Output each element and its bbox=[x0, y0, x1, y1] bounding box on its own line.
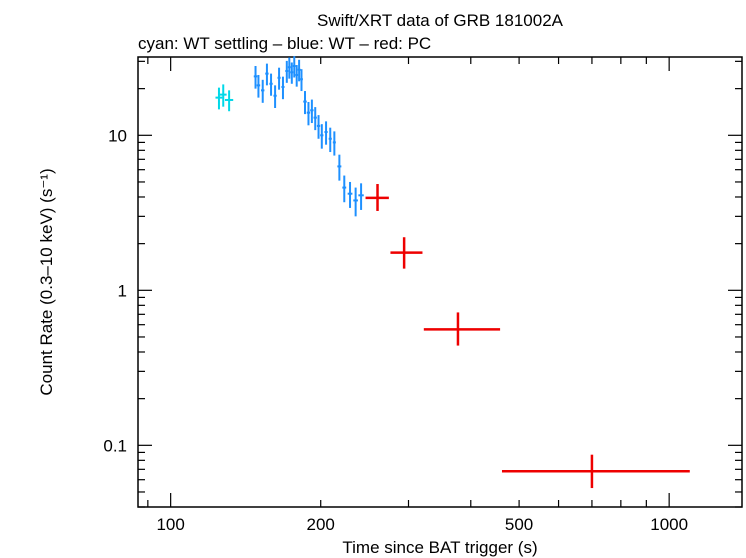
data-points bbox=[215, 56, 690, 489]
data-point bbox=[219, 84, 227, 107]
data-point bbox=[269, 73, 273, 96]
x-tick-label: 500 bbox=[505, 515, 533, 534]
x-tick-labels: 100 200 500 1000 bbox=[156, 515, 688, 534]
data-point bbox=[253, 65, 258, 89]
data-point bbox=[423, 312, 501, 346]
axis-ticks bbox=[138, 57, 742, 508]
data-point bbox=[273, 85, 277, 109]
data-point bbox=[277, 67, 281, 90]
data-point bbox=[353, 187, 358, 217]
plot-frame bbox=[137, 56, 743, 508]
y-axis-label: Count Rate (0.3–10 keV) (s⁻¹) bbox=[37, 168, 56, 395]
chart-subtitle: cyan: WT settling – blue: WT – red: PC bbox=[138, 34, 431, 53]
data-point bbox=[297, 59, 301, 82]
chart-title: Swift/XRT data of GRB 181002A bbox=[317, 11, 564, 30]
data-point bbox=[310, 99, 314, 124]
data-point bbox=[316, 115, 321, 139]
data-point bbox=[501, 454, 690, 489]
data-point bbox=[303, 91, 307, 115]
series-wt-settling bbox=[215, 84, 234, 112]
data-point bbox=[358, 183, 364, 210]
data-point bbox=[306, 101, 311, 126]
series-pc bbox=[365, 184, 690, 489]
data-point bbox=[332, 131, 336, 156]
data-point bbox=[265, 63, 269, 86]
data-point bbox=[337, 154, 342, 181]
x-tick-label: 200 bbox=[307, 515, 335, 534]
y-tick-label: 1 bbox=[118, 281, 127, 300]
data-point bbox=[290, 62, 294, 84]
data-point bbox=[328, 127, 332, 153]
data-point bbox=[390, 237, 423, 269]
data-point bbox=[320, 124, 324, 149]
data-point bbox=[215, 87, 223, 110]
data-point bbox=[261, 79, 265, 103]
data-point bbox=[285, 60, 289, 83]
data-point bbox=[256, 74, 261, 98]
x-axis-label: Time since BAT trigger (s) bbox=[342, 538, 537, 557]
y-tick-labels: 0.1 1 10 bbox=[103, 126, 127, 455]
y-tick-label: 0.1 bbox=[103, 436, 127, 455]
data-point bbox=[224, 90, 234, 112]
series-wt bbox=[253, 56, 364, 217]
data-point bbox=[342, 175, 347, 203]
data-point bbox=[292, 56, 296, 78]
data-point bbox=[324, 121, 328, 145]
data-point bbox=[347, 181, 353, 208]
data-point bbox=[281, 76, 285, 100]
data-point bbox=[287, 57, 291, 79]
y-tick-label: 10 bbox=[108, 126, 127, 145]
x-tick-label: 1000 bbox=[650, 515, 688, 534]
data-point bbox=[365, 184, 389, 211]
data-point bbox=[300, 69, 303, 92]
x-tick-label: 100 bbox=[156, 515, 184, 534]
data-point bbox=[295, 65, 299, 87]
data-point bbox=[313, 107, 317, 131]
